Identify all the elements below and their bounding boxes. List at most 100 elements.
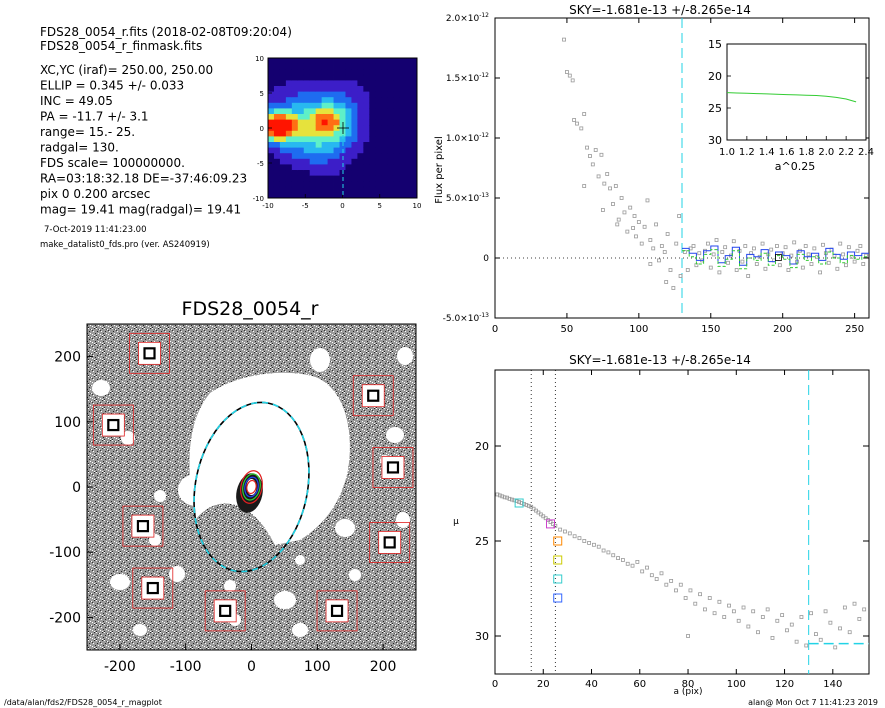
heatmap-cell <box>339 86 346 92</box>
heatmap-cell <box>333 102 340 109</box>
heatmap-cell <box>303 74 311 81</box>
flux-point <box>754 262 759 266</box>
flux-point <box>685 268 690 272</box>
heatmap-cell <box>405 125 412 132</box>
heatmap-cell <box>351 147 358 154</box>
heatmap-cell <box>303 164 311 171</box>
heatmap-cell <box>291 63 299 70</box>
heatmap-cell <box>405 175 412 182</box>
flux-y-tick-label: 5.0×10-13 <box>446 192 489 204</box>
heatmap-cell <box>327 125 334 132</box>
heatmap-cell <box>381 136 388 143</box>
heatmap-cell <box>411 192 418 199</box>
flux-point <box>769 247 774 252</box>
heatmap-cell <box>309 58 317 64</box>
heatmap-cell <box>327 74 334 81</box>
heatmap-cell <box>387 130 394 137</box>
heatmap-cell <box>268 142 275 148</box>
heatmap-cell <box>357 175 364 182</box>
profile-point <box>814 632 818 636</box>
heatmap-cell <box>285 175 293 182</box>
heatmap-cell <box>297 114 305 120</box>
heatmap-cell <box>411 102 418 109</box>
galaxy-star-marker <box>330 604 344 617</box>
heatmap-cell <box>285 86 293 92</box>
profile-point <box>596 544 601 549</box>
heatmap-cell <box>411 170 418 176</box>
heatmap-cell <box>405 97 412 104</box>
heatmap-y-tick-label: 5 <box>260 90 264 98</box>
heatmap-cell <box>303 91 311 98</box>
flux-point <box>792 240 797 245</box>
heatmap-cell <box>279 158 287 165</box>
heatmap-cell <box>393 192 400 199</box>
flux-point <box>654 222 659 227</box>
heatmap-cell <box>345 114 352 120</box>
heatmap-cell <box>399 153 406 160</box>
heatmap-cell <box>315 91 323 98</box>
flux-point <box>645 198 650 203</box>
galaxy-star-box-outer <box>132 567 174 609</box>
heatmap-cell <box>357 58 364 64</box>
flux-point <box>562 37 566 42</box>
heatmap-cell <box>279 130 287 137</box>
heatmap-cell <box>411 63 418 70</box>
heatmap-cell <box>321 147 328 154</box>
flux-point <box>565 70 569 74</box>
heatmap-cell <box>333 114 340 120</box>
flux-point <box>585 145 589 150</box>
profile-point <box>756 630 760 635</box>
heatmap-cell <box>315 125 323 132</box>
heatmap-cell <box>279 108 287 115</box>
heatmap-cell <box>315 181 323 188</box>
heatmap-cell <box>381 181 388 188</box>
heatmap-cell <box>279 58 287 64</box>
heatmap-cell <box>339 164 346 171</box>
heatmap-cell <box>333 63 340 70</box>
heatmap-cell <box>357 181 364 188</box>
heatmap-cell <box>303 181 311 188</box>
heatmap-cell <box>303 158 311 165</box>
profile-point <box>517 500 522 504</box>
flux-point <box>659 244 664 248</box>
heatmap-cell <box>393 97 400 104</box>
heatmap-cell <box>369 97 376 104</box>
flux-y-tick-label: 1.0×10-12 <box>446 132 489 144</box>
heatmap-cell <box>333 164 340 171</box>
heatmap-cell <box>285 153 293 160</box>
heatmap-cell <box>303 80 311 87</box>
heatmap-cell <box>393 158 400 165</box>
heatmap-cell <box>381 153 388 160</box>
heatmap-cell <box>327 86 334 92</box>
heatmap-cell <box>411 186 418 193</box>
heatmap-cell <box>363 175 370 182</box>
galaxy-mask-blob <box>274 591 296 609</box>
galaxy-image-panel: FDS28_0054_r -200 -100 0 100 200-2 <box>49 298 417 675</box>
heatmap-cell <box>315 192 323 199</box>
header-param-line: XC,YC (iraf)= 250.00, 250.00 <box>40 63 213 77</box>
profile-y-tick-label: 25 <box>475 535 489 548</box>
heatmap-cell <box>303 97 311 104</box>
heatmap-cell <box>381 91 388 98</box>
heatmap-cell <box>369 136 376 143</box>
heatmap-cell <box>279 86 287 92</box>
heatmap-cell <box>411 175 418 182</box>
flux-point <box>708 265 713 270</box>
heatmap-cell <box>309 91 317 98</box>
heatmap-cell <box>369 158 376 165</box>
heatmap-cell <box>387 181 394 188</box>
heatmap-cell <box>411 136 418 143</box>
galaxy-star-box-outer <box>122 505 164 547</box>
heatmap-cell <box>303 147 311 154</box>
flux-point <box>616 217 621 222</box>
heatmap-cell <box>375 108 382 115</box>
heatmap-cell <box>345 170 352 176</box>
galaxy-mask-blob <box>349 569 361 581</box>
heatmap-cell <box>399 142 406 148</box>
heatmap-cell <box>345 119 352 126</box>
heatmap-axes: -10 -5 0 5 10 -10 -5 0 5 10 <box>253 55 422 210</box>
heatmap-cell <box>279 63 287 70</box>
heatmap-cell <box>381 74 388 81</box>
heatmap-cell <box>369 86 376 92</box>
heatmap-cell <box>268 97 275 104</box>
